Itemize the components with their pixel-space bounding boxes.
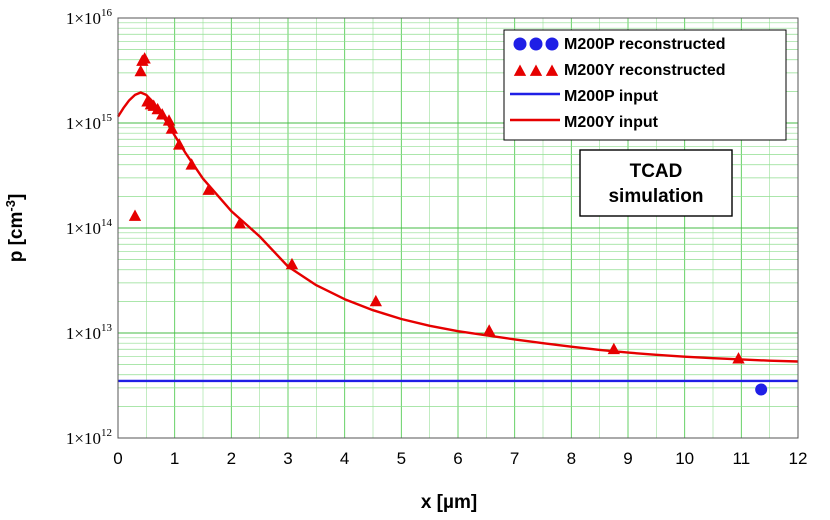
legend-label-m200y-reconstructed: M200Y reconstructed [564,62,726,79]
m200y-reconstructed-point [482,324,496,336]
x-tick-label: 2 [227,449,236,468]
y-tick-label: 1×1015 [66,112,113,133]
x-tick-label: 11 [733,449,751,468]
legend-m200y-reconstructed-marker [513,64,527,76]
m200y-reconstructed-point [173,138,186,150]
x-tick-label: 9 [623,449,632,468]
y-tick-exponent: 14 [101,217,113,229]
x-tick-label: 3 [283,449,292,468]
plot-frame [117,17,799,439]
x-tick-label: 5 [397,449,406,468]
x-tick-label: 6 [453,449,462,468]
x-tick-label: 1 [170,449,179,468]
y-tick-exponent: 12 [101,427,112,439]
m200y-reconstructed-point [156,108,169,120]
annotation-line-1: TCAD [630,161,683,182]
y-tick-mantissa: 1×10 [66,429,101,448]
legend: M200P reconstructed M200Y reconstructed M2… [503,29,787,141]
x-tick-label: 10 [675,449,694,468]
m200p-reconstructed-point [755,383,768,396]
m200y-reconstructed-point [165,122,179,134]
x-tick-label: 0 [113,449,122,468]
legend-m200y-reconstructed-marker [545,64,559,76]
m200y-reconstructed-point [185,158,198,170]
x-tick-label: 8 [567,449,576,468]
y-tick-label: 1×1012 [66,427,112,448]
y-axis-label-exponent: -3 [3,200,18,212]
m200y-reconstructed-point [138,52,151,64]
x-tick-label: 4 [340,449,349,468]
legend-m200y-reconstructed-marker [529,64,543,76]
y-tick-exponent: 15 [101,112,113,124]
legend-label-m200y-input: M200Y input [564,114,659,131]
y-tick-exponent: 13 [101,322,113,334]
m200y-reconstructed-point [202,183,215,195]
y-tick-mantissa: 1×10 [66,219,101,238]
x-tick-label: 12 [789,449,808,468]
x-axis-label: x [µm] [421,492,477,513]
y-tick-mantissa: 1×10 [66,114,101,133]
m200y-reconstructed-point [369,294,383,307]
tick-labels: 0 1 2 3 4 5 6 7 8 9 10 11 121×10121×10131×10141×1015… [66,7,808,468]
legend-m200p-reconstructed-marker [545,37,559,51]
y-tick-label: 1×1013 [66,322,113,343]
legend-label-m200p-input: M200P input [564,88,659,105]
y-tick-mantissa: 1×10 [66,324,101,343]
m200y-reconstructed-point [134,64,147,77]
legend-label-m200p-reconstructed: M200P reconstructed [564,36,726,53]
m200y-reconstructed-point [128,209,142,221]
y-axis-label-close: ] [6,194,27,200]
y-tick-label: 1×1016 [66,7,113,28]
legend-m200p-reconstructed-marker [513,37,527,51]
m200y-reconstructed-point [233,217,247,229]
x-tick-label: 7 [510,449,519,468]
annotation-line-2: simulation [608,186,703,207]
y-tick-mantissa: 1×10 [66,9,101,28]
y-tick-exponent: 16 [101,7,113,19]
m200y-reconstructed-point [607,342,621,355]
legend-m200p-reconstructed-marker [529,37,543,51]
y-axis-label-base: p [cm [6,212,27,263]
y-axis-label: p [cm-3] [3,194,27,263]
grid [117,17,799,439]
series-layer [116,52,799,396]
m200y-reconstructed-point [732,352,745,364]
tcad-annotation: TCAD simulation [579,149,733,217]
annotation-box [579,149,733,217]
m200y-reconstructed-point [285,257,299,270]
y-tick-label: 1×1014 [66,217,113,238]
